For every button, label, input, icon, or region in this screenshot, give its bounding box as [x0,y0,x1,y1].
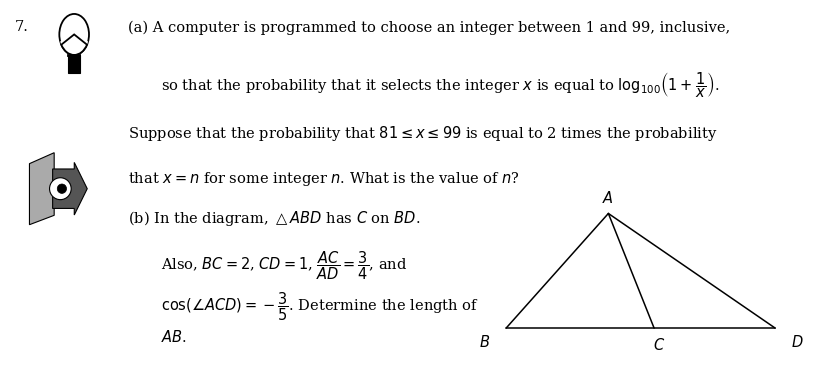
Wedge shape [61,34,87,55]
Text: $A$: $A$ [602,191,614,206]
Text: Suppose that the probability that $81 \leq x \leq 99$ is equal to 2 times the pr: Suppose that the probability that $81 \l… [128,124,717,143]
Text: $D$: $D$ [791,334,804,350]
Text: $C$: $C$ [653,337,666,353]
Polygon shape [30,153,54,225]
Wedge shape [60,34,88,55]
Circle shape [57,184,67,194]
Text: $B$: $B$ [479,334,490,350]
Text: (b) In the diagram, $\triangle ABD$ has $C$ on $BD$.: (b) In the diagram, $\triangle ABD$ has … [128,209,420,228]
Text: that $x = n$ for some integer $n$. What is the value of $n$?: that $x = n$ for some integer $n$. What … [128,170,520,188]
Text: $\cos(\angle ACD) = -\dfrac{3}{5}$. Determine the length of: $\cos(\angle ACD) = -\dfrac{3}{5}$. Dete… [161,290,479,323]
Text: $AB$.: $AB$. [161,329,187,345]
Polygon shape [53,162,87,215]
Text: so that the probability that it selects the integer $x$ is equal to $\log_{100}\: so that the probability that it selects … [161,70,719,100]
Text: 7.: 7. [15,20,29,34]
Bar [68,55,80,73]
Text: (a) A computer is programmed to choose an integer between 1 and 99, inclusive,: (a) A computer is programmed to choose a… [128,20,730,35]
Circle shape [49,178,71,200]
Text: Also, $BC = 2$, $CD = 1$, $\dfrac{AC}{AD} = \dfrac{3}{4}$, and: Also, $BC = 2$, $CD = 1$, $\dfrac{AC}{AD… [161,250,407,282]
